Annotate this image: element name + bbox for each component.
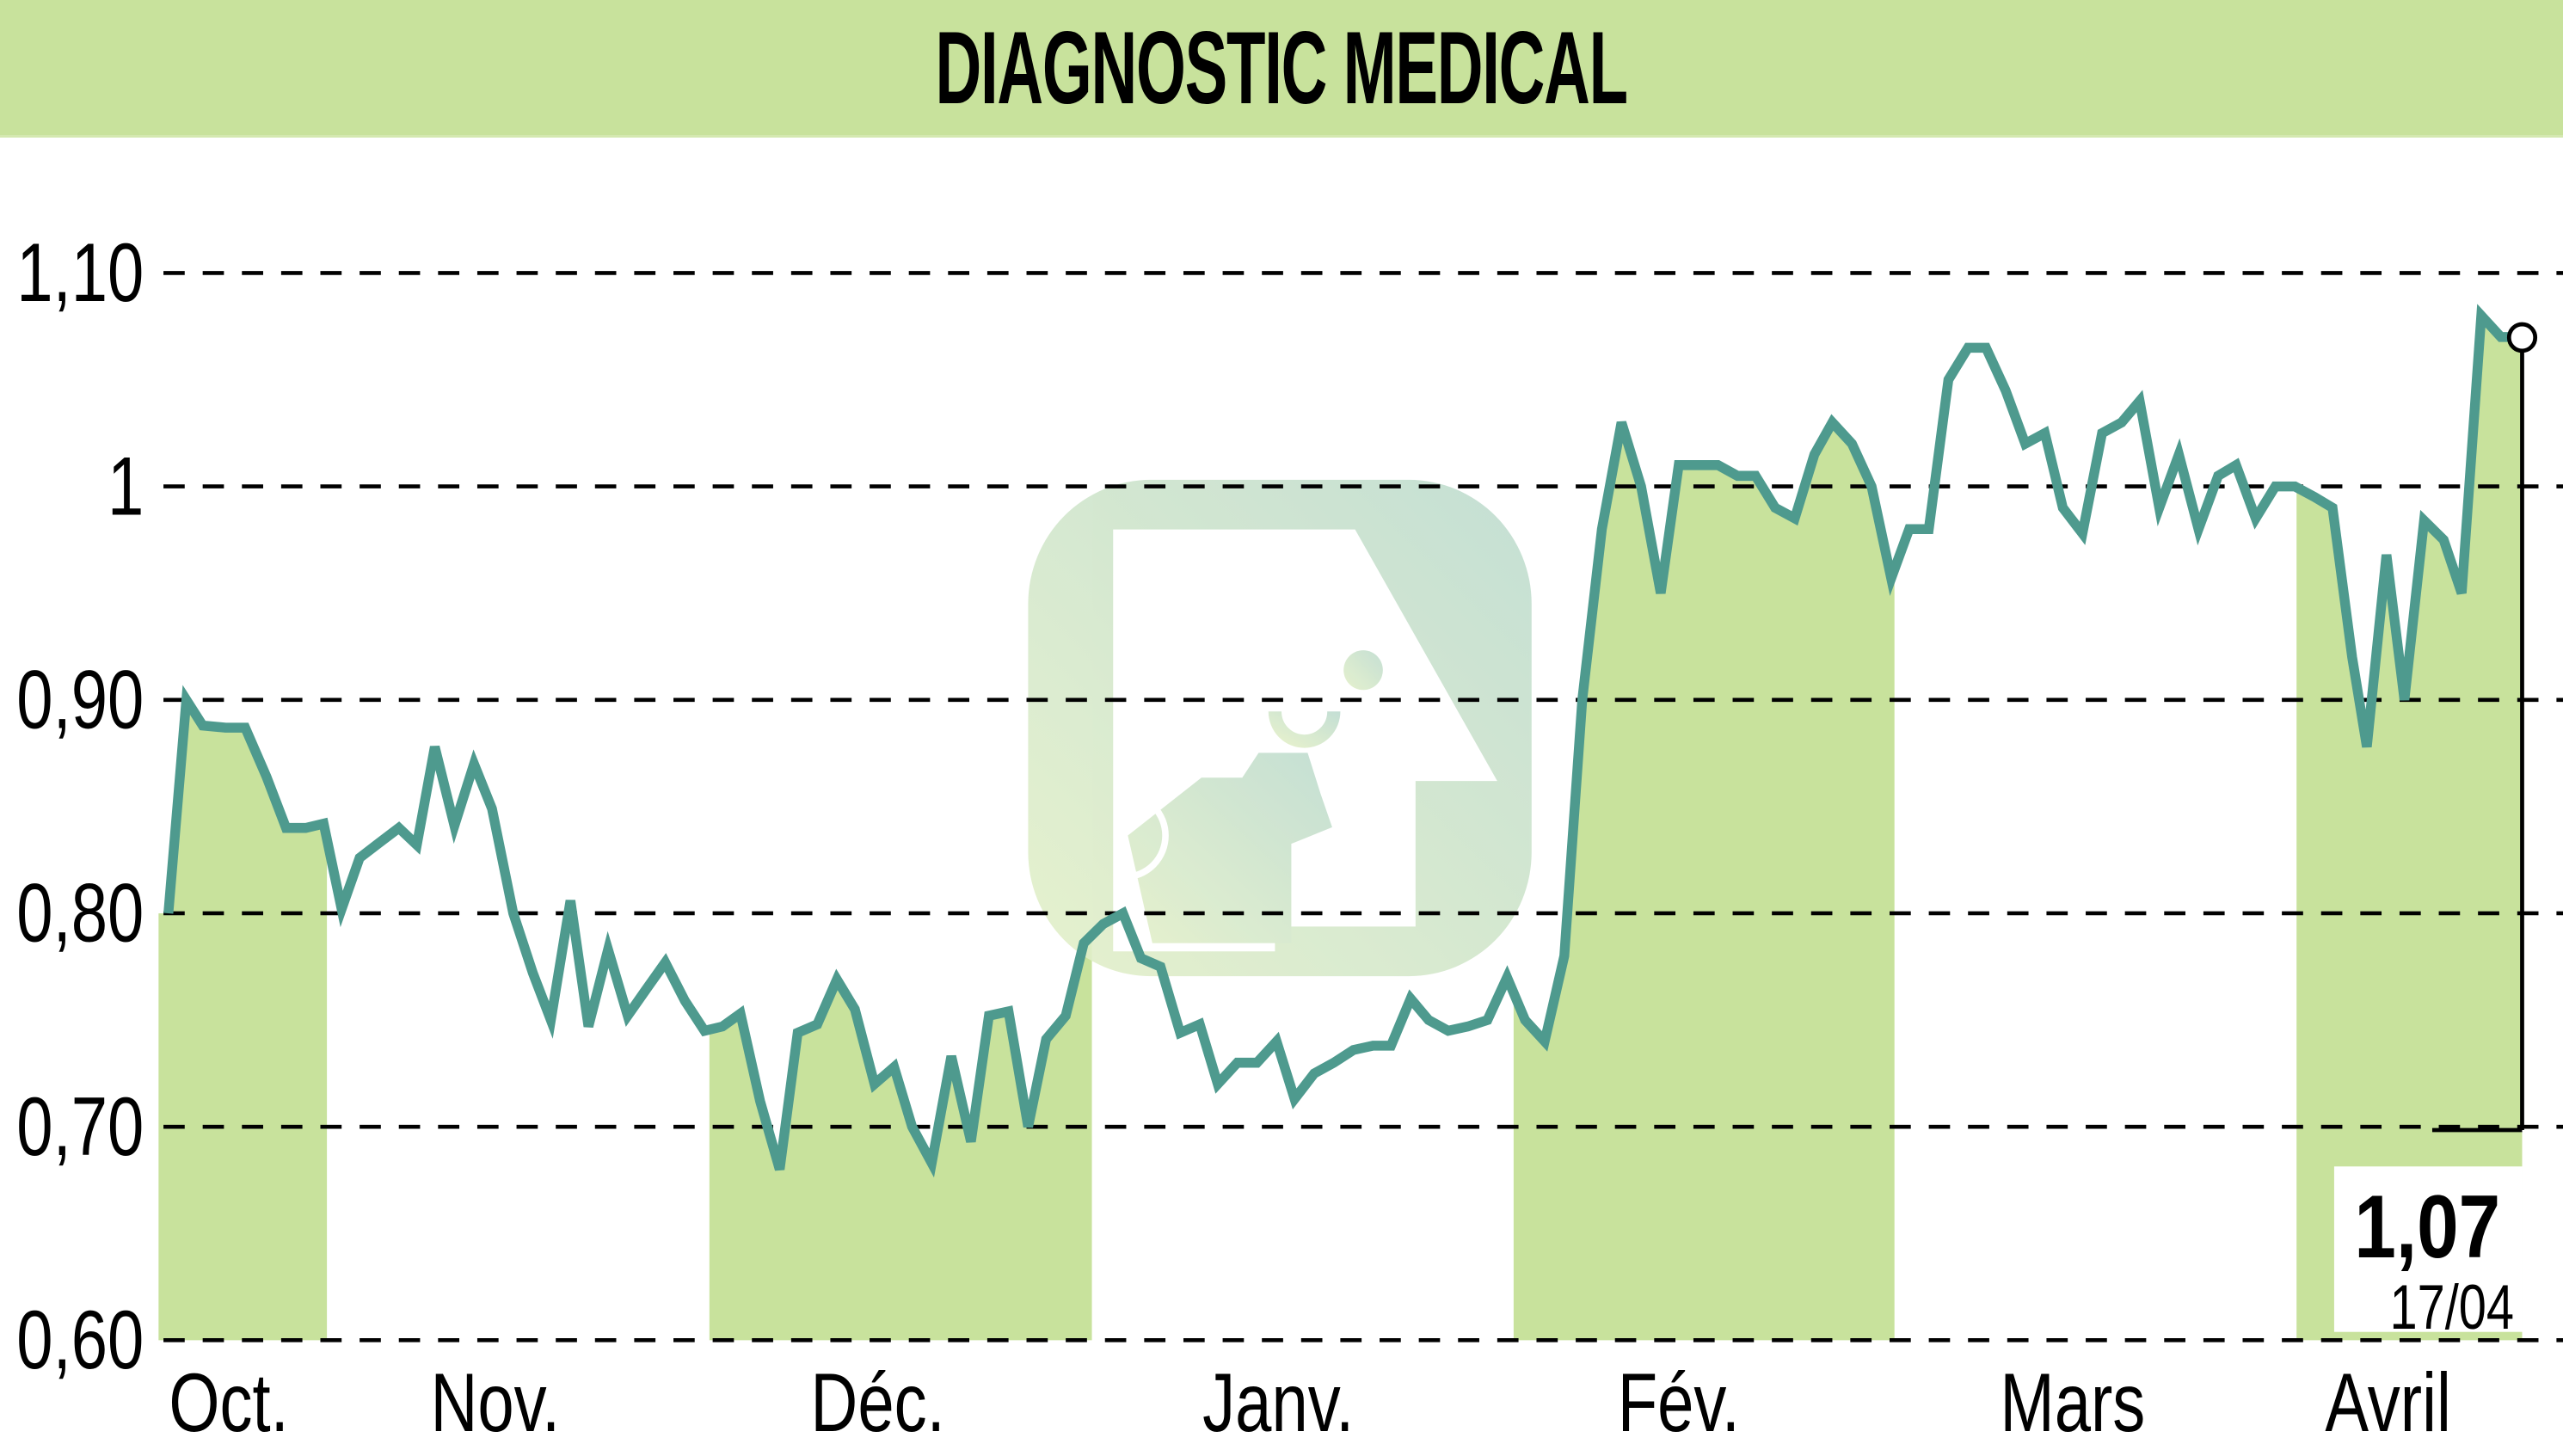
x-month-label: Janv.: [1202, 1358, 1354, 1450]
last-point-icon: [2506, 322, 2538, 353]
watermark-logo-icon: [1028, 479, 1532, 977]
chart-title-wrap: DIAGNOSTIC MEDICAL: [0, 0, 2563, 135]
x-month-label: Oct.: [169, 1358, 288, 1450]
y-tick-label: 1: [108, 441, 144, 533]
chart-header: [0, 0, 2563, 138]
x-month-label: Nov.: [431, 1358, 561, 1450]
x-month-label: Mars: [2000, 1358, 2145, 1450]
month-band: [709, 935, 1092, 1341]
y-tick-label: 0,60: [16, 1295, 144, 1387]
x-month-label: Déc.: [810, 1358, 944, 1450]
y-tick-label: 0,70: [16, 1081, 144, 1173]
y-axis-labels: 1,10 1 0,90 0,80 0,70 0,60: [16, 228, 144, 1386]
x-month-label: Fév.: [1618, 1358, 1740, 1450]
last-value-price: 1,07: [2354, 1177, 2500, 1277]
month-band: [158, 699, 328, 1341]
price-line: [163, 304, 2523, 1178]
last-value-marker: [2431, 322, 2538, 1133]
last-value-box: [2333, 1166, 2523, 1332]
gridlines: [163, 271, 2563, 1342]
last-value-date: 17/04: [2389, 1271, 2514, 1342]
month-band: [1513, 422, 1895, 1341]
y-tick-label: 1,10: [16, 228, 144, 320]
chart-title: DIAGNOSTIC MEDICAL: [935, 9, 1629, 126]
y-tick-label: 0,80: [16, 868, 144, 960]
x-axis-labels: Oct. Nov. Déc. Janv. Fév. Mars Avril: [169, 1358, 2450, 1450]
y-tick-label: 0,90: [16, 654, 144, 746]
x-month-label: Avril: [2325, 1358, 2450, 1450]
